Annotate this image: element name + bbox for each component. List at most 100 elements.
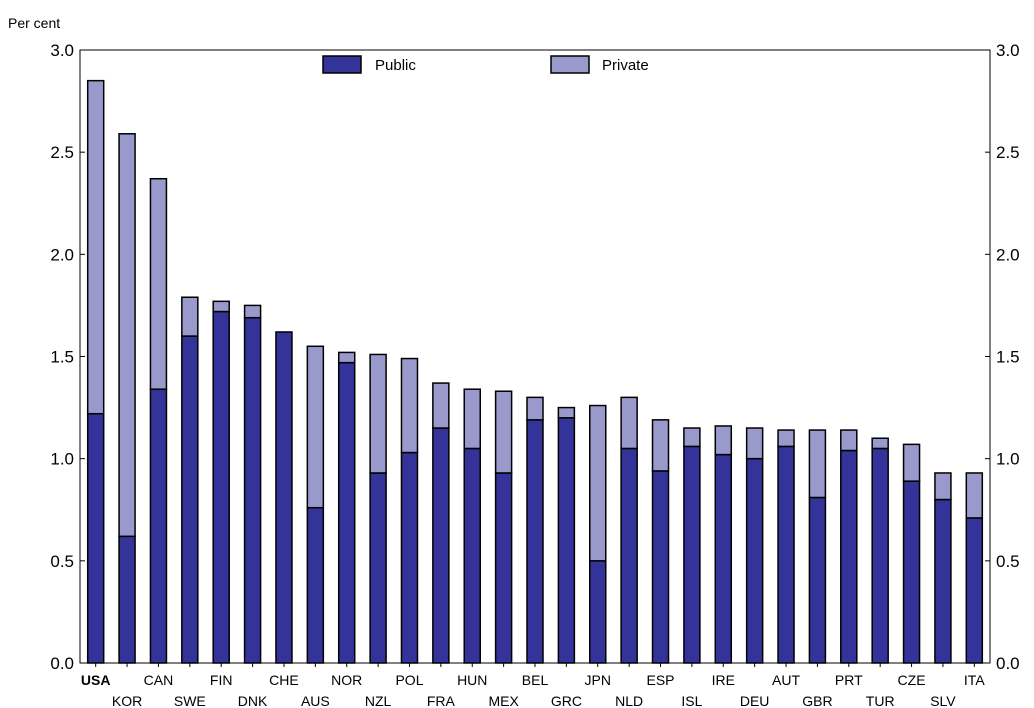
right-y-tick-label: 1.5: [996, 348, 1020, 367]
x-tick-label-aut: AUT: [772, 672, 800, 688]
x-tick-label-fra: FRA: [427, 693, 456, 708]
left-y-tick-label: 3.0: [50, 41, 74, 60]
bar-public-fin: [212, 310, 230, 664]
left-y-tick-label: 2.0: [50, 245, 74, 264]
left-y-tick-label: 1.0: [50, 450, 74, 469]
x-tick-label-esp: ESP: [647, 672, 675, 688]
bar-public-pol: [400, 451, 419, 664]
bar-public-aus: [306, 506, 325, 664]
bar-private-fin: [212, 300, 230, 313]
left-y-tick-label: 0.0: [50, 654, 74, 673]
x-tick-label-grc: GRC: [551, 693, 582, 708]
x-tick-label-tur: TUR: [866, 693, 895, 708]
bar-public-fra: [432, 427, 450, 664]
left-y-tick-label: 0.5: [50, 552, 74, 571]
bar-public-gbr: [808, 496, 827, 664]
x-tick-label-che: CHE: [269, 672, 299, 688]
bar-private-aut: [777, 429, 795, 448]
x-tick-label-hun: HUN: [457, 672, 487, 688]
right-y-tick-label: 0.0: [996, 654, 1020, 673]
bar-public-kor: [118, 535, 136, 664]
legend: Public Private: [322, 55, 649, 74]
bar-public-tur: [871, 447, 889, 664]
bar-public-mex: [494, 472, 513, 664]
bar-private-slv: [934, 472, 952, 501]
right-y-tick-label: 3.0: [996, 41, 1020, 60]
x-tick-label-mex: MEX: [488, 693, 519, 708]
legend-label-private: Private: [602, 57, 649, 74]
bar-private-jpn: [589, 404, 607, 562]
bar-public-deu: [745, 457, 764, 664]
x-tick-label-nor: NOR: [331, 672, 362, 688]
bar-public-grc: [557, 417, 576, 664]
bar-private-nzl: [369, 353, 387, 474]
bar-private-dnk: [243, 304, 262, 319]
legend-swatch-public: [322, 55, 362, 74]
bar-public-jpn: [589, 560, 607, 664]
x-tick-label-isl: ISL: [681, 693, 702, 708]
left-y-tick-label: 2.5: [50, 143, 74, 162]
right-y-tick-label: 0.5: [996, 552, 1020, 571]
x-tick-label-pol: POL: [395, 672, 423, 688]
bar-public-nzl: [369, 472, 387, 664]
bar-private-esp: [651, 419, 670, 472]
x-tick-label-cze: CZE: [898, 672, 926, 688]
x-tick-label-fin: FIN: [210, 672, 233, 688]
bar-private-aus: [306, 345, 325, 509]
right-y-axis: 0.0 0.5 1.0 1.5 2.0 2.5 3.0: [985, 41, 1020, 673]
x-tick-label-gbr: GBR: [802, 693, 832, 708]
bar-public-aut: [777, 445, 795, 664]
bar-private-can: [149, 177, 168, 390]
bar-public-cze: [902, 480, 921, 664]
bar-private-cze: [902, 443, 921, 482]
bar-public-prt: [840, 449, 858, 664]
bar-private-fra: [432, 382, 450, 429]
left-y-tick-label: 1.5: [50, 348, 74, 367]
bar-public-swe: [181, 335, 199, 664]
bar-public-nld: [620, 447, 638, 664]
legend-label-public: Public: [375, 57, 416, 74]
bar-public-can: [149, 388, 168, 664]
x-tick-label-aus: AUS: [301, 693, 330, 708]
x-tick-label-deu: DEU: [740, 693, 770, 708]
bar-private-isl: [683, 427, 701, 448]
right-y-tick-label: 2.0: [996, 245, 1020, 264]
bar-public-bel: [526, 419, 544, 664]
bar-private-tur: [871, 437, 889, 450]
x-tick-label-ire: IRE: [712, 672, 735, 688]
bar-public-nor: [337, 361, 356, 664]
bar-private-ire: [714, 425, 733, 456]
x-tick-label-jpn: JPN: [585, 672, 611, 688]
bar-private-nor: [337, 351, 356, 364]
bar-private-mex: [494, 390, 513, 474]
bar-public-hun: [463, 447, 481, 664]
right-y-tick-label: 2.5: [996, 143, 1020, 162]
bar-private-bel: [526, 396, 544, 421]
bar-public-esp: [651, 470, 670, 664]
legend-swatch-private: [550, 55, 590, 74]
bar-public-isl: [683, 445, 701, 664]
bar-public-che: [275, 331, 293, 664]
x-tick-label-swe: SWE: [174, 693, 206, 708]
x-tick-label-usa: USA: [81, 672, 111, 688]
bar-public-ita: [965, 517, 984, 664]
bar-private-gbr: [808, 429, 827, 499]
bar-private-prt: [840, 429, 858, 452]
bar-private-nld: [620, 396, 638, 450]
left-y-axis: 0.0 0.5 1.0 1.5 2.0 2.5 3.0: [50, 41, 85, 673]
x-tick-label-prt: PRT: [835, 672, 863, 688]
bar-public-usa: [86, 412, 105, 664]
x-tick-label-ita: ITA: [964, 672, 985, 688]
x-tick-label-dnk: DNK: [238, 693, 268, 708]
bar-private-hun: [463, 388, 481, 450]
bar-private-deu: [745, 427, 764, 460]
x-tick-label-kor: KOR: [112, 693, 142, 708]
bar-private-swe: [181, 296, 199, 337]
right-y-tick-label: 1.0: [996, 450, 1020, 469]
y-axis-unit-label: Per cent: [8, 15, 60, 31]
x-tick-label-nzl: NZL: [365, 693, 392, 708]
bar-public-dnk: [243, 316, 262, 664]
bar-series-group: [86, 79, 984, 664]
